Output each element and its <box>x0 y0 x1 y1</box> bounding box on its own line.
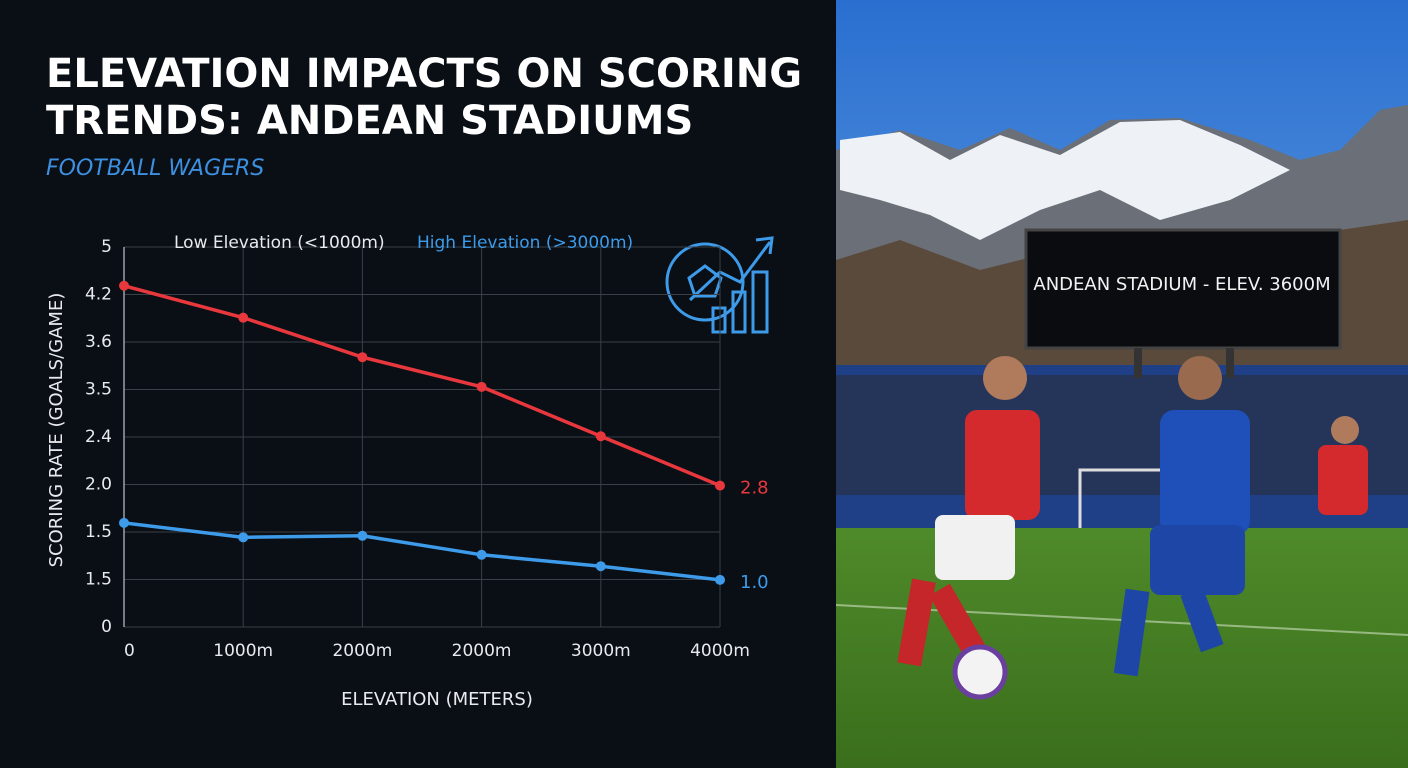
y-tick-label: 5 <box>101 237 112 257</box>
x-tick-label: 2000m <box>332 641 392 661</box>
end-label: 2.8 <box>740 478 769 499</box>
data-point <box>715 480 725 491</box>
data-point <box>357 530 368 541</box>
data-point <box>476 549 487 560</box>
data-line <box>123 284 721 488</box>
y-tick-label: 1.5 <box>85 570 112 590</box>
chart-icon <box>665 236 774 334</box>
data-point <box>476 381 487 392</box>
y-axis-label: SCORING RATE (GOALS/GAME) <box>46 293 67 568</box>
y-tick-label: 3.5 <box>85 380 112 400</box>
x-tick-label: 0 <box>124 641 135 661</box>
scoreboard-text: ANDEAN STADIUM - ELEV. 3600M <box>1033 274 1330 295</box>
data-point <box>119 517 129 528</box>
data-point <box>595 431 606 442</box>
y-tick-label: 3.6 <box>85 332 112 352</box>
y-tick-label: 4.2 <box>85 285 112 305</box>
chart-panel <box>0 0 836 768</box>
x-tick-label: 1000m <box>213 641 273 661</box>
chart-title: ELEVATION IMPACTS ON SCORING <box>46 51 802 97</box>
chart-title: TRENDS: ANDEAN STADIUMS <box>46 98 693 144</box>
data-point <box>595 561 606 572</box>
x-axis-label: ELEVATION (METERS) <box>341 689 533 710</box>
data-line <box>123 521 721 582</box>
y-tick-label: 2.4 <box>85 427 112 447</box>
y-tick-label: 0 <box>101 617 112 637</box>
chart-subtitle: FOOTBALL WAGERS <box>46 156 264 181</box>
legend-label: High Elevation (>3000m) <box>417 233 633 253</box>
data-point <box>238 532 249 543</box>
x-tick-label: 4000m <box>690 641 750 661</box>
x-tick-label: 3000m <box>571 641 631 661</box>
data-point <box>715 574 725 585</box>
legend-label: Low Elevation (<1000m) <box>174 233 385 253</box>
data-point <box>119 280 129 291</box>
y-tick-label: 2.0 <box>85 475 112 495</box>
y-tick-label: 1.5 <box>85 522 112 542</box>
data-point <box>357 352 368 363</box>
data-point <box>238 312 249 323</box>
stadium-photo: ANDEAN STADIUM - ELEV. 3600M <box>736 0 1408 768</box>
end-label: 1.0 <box>740 572 769 593</box>
x-tick-label: 2000m <box>452 641 512 661</box>
